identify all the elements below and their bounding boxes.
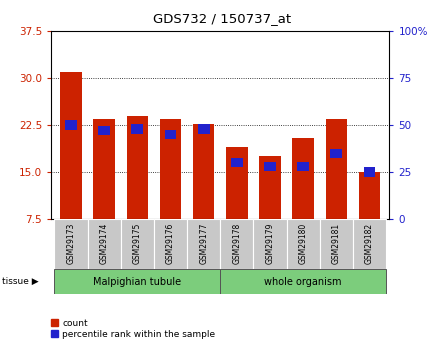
Bar [292, 138, 314, 219]
Bar [326, 119, 347, 219]
Bar [187, 219, 220, 269]
Bar [98, 126, 110, 135]
Text: GSM29178: GSM29178 [232, 223, 241, 264]
Bar [320, 219, 353, 269]
Bar [220, 219, 254, 269]
Bar [93, 119, 115, 219]
Bar [264, 162, 276, 171]
Text: GSM29179: GSM29179 [266, 223, 275, 264]
Bar [330, 149, 342, 158]
Bar [60, 72, 82, 219]
Bar [226, 147, 247, 219]
Bar [88, 219, 121, 269]
Bar [160, 119, 181, 219]
Bar [54, 219, 88, 269]
Bar [193, 124, 214, 219]
Bar [121, 219, 154, 269]
Text: GDS732 / 150737_at: GDS732 / 150737_at [154, 12, 291, 25]
Bar [259, 156, 281, 219]
Text: whole organism: whole organism [264, 277, 342, 286]
Text: tissue ▶: tissue ▶ [2, 277, 39, 286]
Text: GSM29176: GSM29176 [166, 223, 175, 264]
Bar [231, 158, 243, 167]
Bar [359, 172, 380, 219]
Legend: count, percentile rank within the sample: count, percentile rank within the sample [51, 319, 215, 339]
Text: GSM29177: GSM29177 [199, 223, 208, 264]
Bar [54, 269, 220, 294]
Bar [127, 116, 148, 219]
Bar [364, 167, 376, 177]
Bar [297, 162, 309, 171]
Bar [65, 120, 77, 130]
Bar [220, 269, 386, 294]
Text: GSM29181: GSM29181 [332, 223, 341, 264]
Bar [254, 219, 287, 269]
Text: GSM29182: GSM29182 [365, 223, 374, 264]
Text: Malpighian tubule: Malpighian tubule [93, 277, 182, 286]
Text: GSM29173: GSM29173 [67, 223, 76, 264]
Bar [131, 124, 143, 134]
Bar [287, 219, 320, 269]
Bar [353, 219, 386, 269]
Text: GSM29174: GSM29174 [100, 223, 109, 264]
Text: GSM29180: GSM29180 [299, 223, 307, 264]
Bar [154, 219, 187, 269]
Bar [165, 130, 177, 139]
Bar [198, 124, 210, 134]
Text: GSM29175: GSM29175 [133, 223, 142, 264]
